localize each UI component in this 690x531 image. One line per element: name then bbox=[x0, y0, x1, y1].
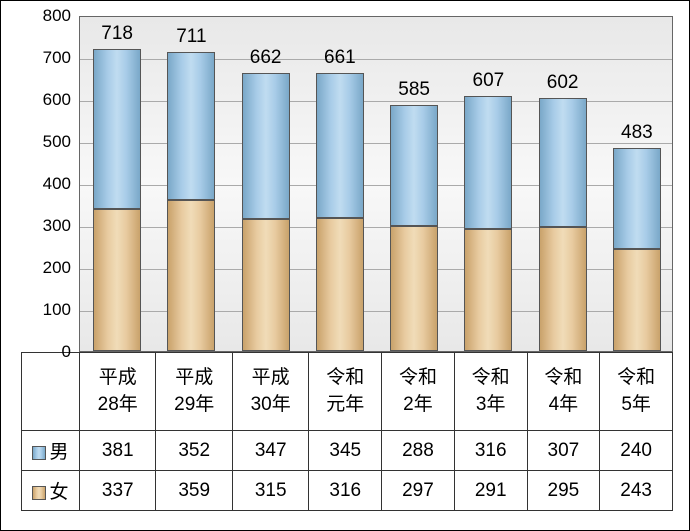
bar-segment-male bbox=[464, 96, 512, 229]
bar-segment-male bbox=[93, 49, 141, 209]
y-tick-label: 800 bbox=[21, 6, 71, 26]
plot-area: 718 711 662 661 585 607 602 483 bbox=[79, 16, 673, 352]
male-3: 345 bbox=[309, 431, 382, 471]
bar-group: 602 bbox=[539, 98, 587, 351]
category-row: 平成28年 平成29年 平成30年 令和元年 令和2年 令和3年 令和4年 令和… bbox=[22, 353, 673, 431]
y-tick-label: 500 bbox=[21, 132, 71, 152]
total-label: 602 bbox=[539, 72, 587, 98]
cat-2: 平成30年 bbox=[232, 353, 308, 431]
female-header: 女 bbox=[22, 471, 80, 511]
female-4: 297 bbox=[382, 471, 455, 511]
bar-segment-male bbox=[613, 148, 661, 249]
bar-segment-male bbox=[390, 105, 438, 226]
bar-segment-female bbox=[167, 200, 215, 351]
bar-group: 483 bbox=[613, 148, 661, 351]
male-swatch-icon bbox=[32, 446, 46, 460]
bar-segment-female bbox=[242, 219, 290, 351]
bar-segment-male bbox=[539, 98, 587, 227]
bar-segment-female bbox=[464, 229, 512, 351]
male-row: 男 381 352 347 345 288 316 307 240 bbox=[22, 431, 673, 471]
cat-5: 令和3年 bbox=[454, 353, 527, 431]
chart-container: 718 711 662 661 585 607 602 483 平成28年 平成29年 平成3… bbox=[0, 0, 690, 531]
bar-segment-female bbox=[93, 209, 141, 351]
bar-group: 718 bbox=[93, 49, 141, 351]
total-label: 483 bbox=[613, 122, 661, 148]
bar-segment-female bbox=[390, 226, 438, 351]
cat-4: 令和2年 bbox=[382, 353, 455, 431]
y-tick-label: 600 bbox=[21, 90, 71, 110]
male-header: 男 bbox=[22, 431, 80, 471]
bar-group: 607 bbox=[464, 96, 512, 351]
male-7: 240 bbox=[600, 431, 673, 471]
y-tick-label: 300 bbox=[21, 216, 71, 236]
y-tick-label: 200 bbox=[21, 258, 71, 278]
bar-group: 661 bbox=[316, 73, 364, 351]
female-7: 243 bbox=[600, 471, 673, 511]
male-4: 288 bbox=[382, 431, 455, 471]
total-label: 711 bbox=[167, 26, 215, 52]
male-6: 307 bbox=[527, 431, 600, 471]
cat-6: 令和4年 bbox=[527, 353, 600, 431]
female-row: 女 337 359 315 316 297 291 295 243 bbox=[22, 471, 673, 511]
data-table: 平成28年 平成29年 平成30年 令和元年 令和2年 令和3年 令和4年 令和… bbox=[21, 352, 673, 511]
female-0: 337 bbox=[80, 471, 156, 511]
bar-segment-male bbox=[242, 73, 290, 219]
male-2: 347 bbox=[232, 431, 308, 471]
female-2: 315 bbox=[232, 471, 308, 511]
female-swatch-icon bbox=[32, 486, 46, 500]
cat-7: 令和5年 bbox=[600, 353, 673, 431]
y-tick-label: 0 bbox=[21, 342, 71, 362]
cat-1: 平成29年 bbox=[156, 353, 232, 431]
female-6: 295 bbox=[527, 471, 600, 511]
total-label: 585 bbox=[390, 79, 438, 105]
bar-segment-female bbox=[316, 218, 364, 351]
male-5: 316 bbox=[454, 431, 527, 471]
bar-group: 662 bbox=[242, 73, 290, 351]
cat-3: 令和元年 bbox=[309, 353, 382, 431]
male-0: 381 bbox=[80, 431, 156, 471]
total-label: 662 bbox=[242, 47, 290, 73]
y-tick-label: 400 bbox=[21, 174, 71, 194]
female-5: 291 bbox=[454, 471, 527, 511]
female-1: 359 bbox=[156, 471, 232, 511]
bar-group: 585 bbox=[390, 105, 438, 351]
blank-header bbox=[22, 353, 80, 431]
bar-group: 711 bbox=[167, 52, 215, 351]
bar-segment-male bbox=[167, 52, 215, 200]
total-label: 661 bbox=[316, 47, 364, 73]
male-1: 352 bbox=[156, 431, 232, 471]
bar-segment-female bbox=[613, 249, 661, 351]
y-tick-label: 100 bbox=[21, 300, 71, 320]
bar-segment-male bbox=[316, 73, 364, 218]
female-3: 316 bbox=[309, 471, 382, 511]
y-tick-label: 700 bbox=[21, 48, 71, 68]
total-label: 718 bbox=[93, 23, 141, 49]
bar-segment-female bbox=[539, 227, 587, 351]
total-label: 607 bbox=[464, 70, 512, 96]
cat-0: 平成28年 bbox=[80, 353, 156, 431]
